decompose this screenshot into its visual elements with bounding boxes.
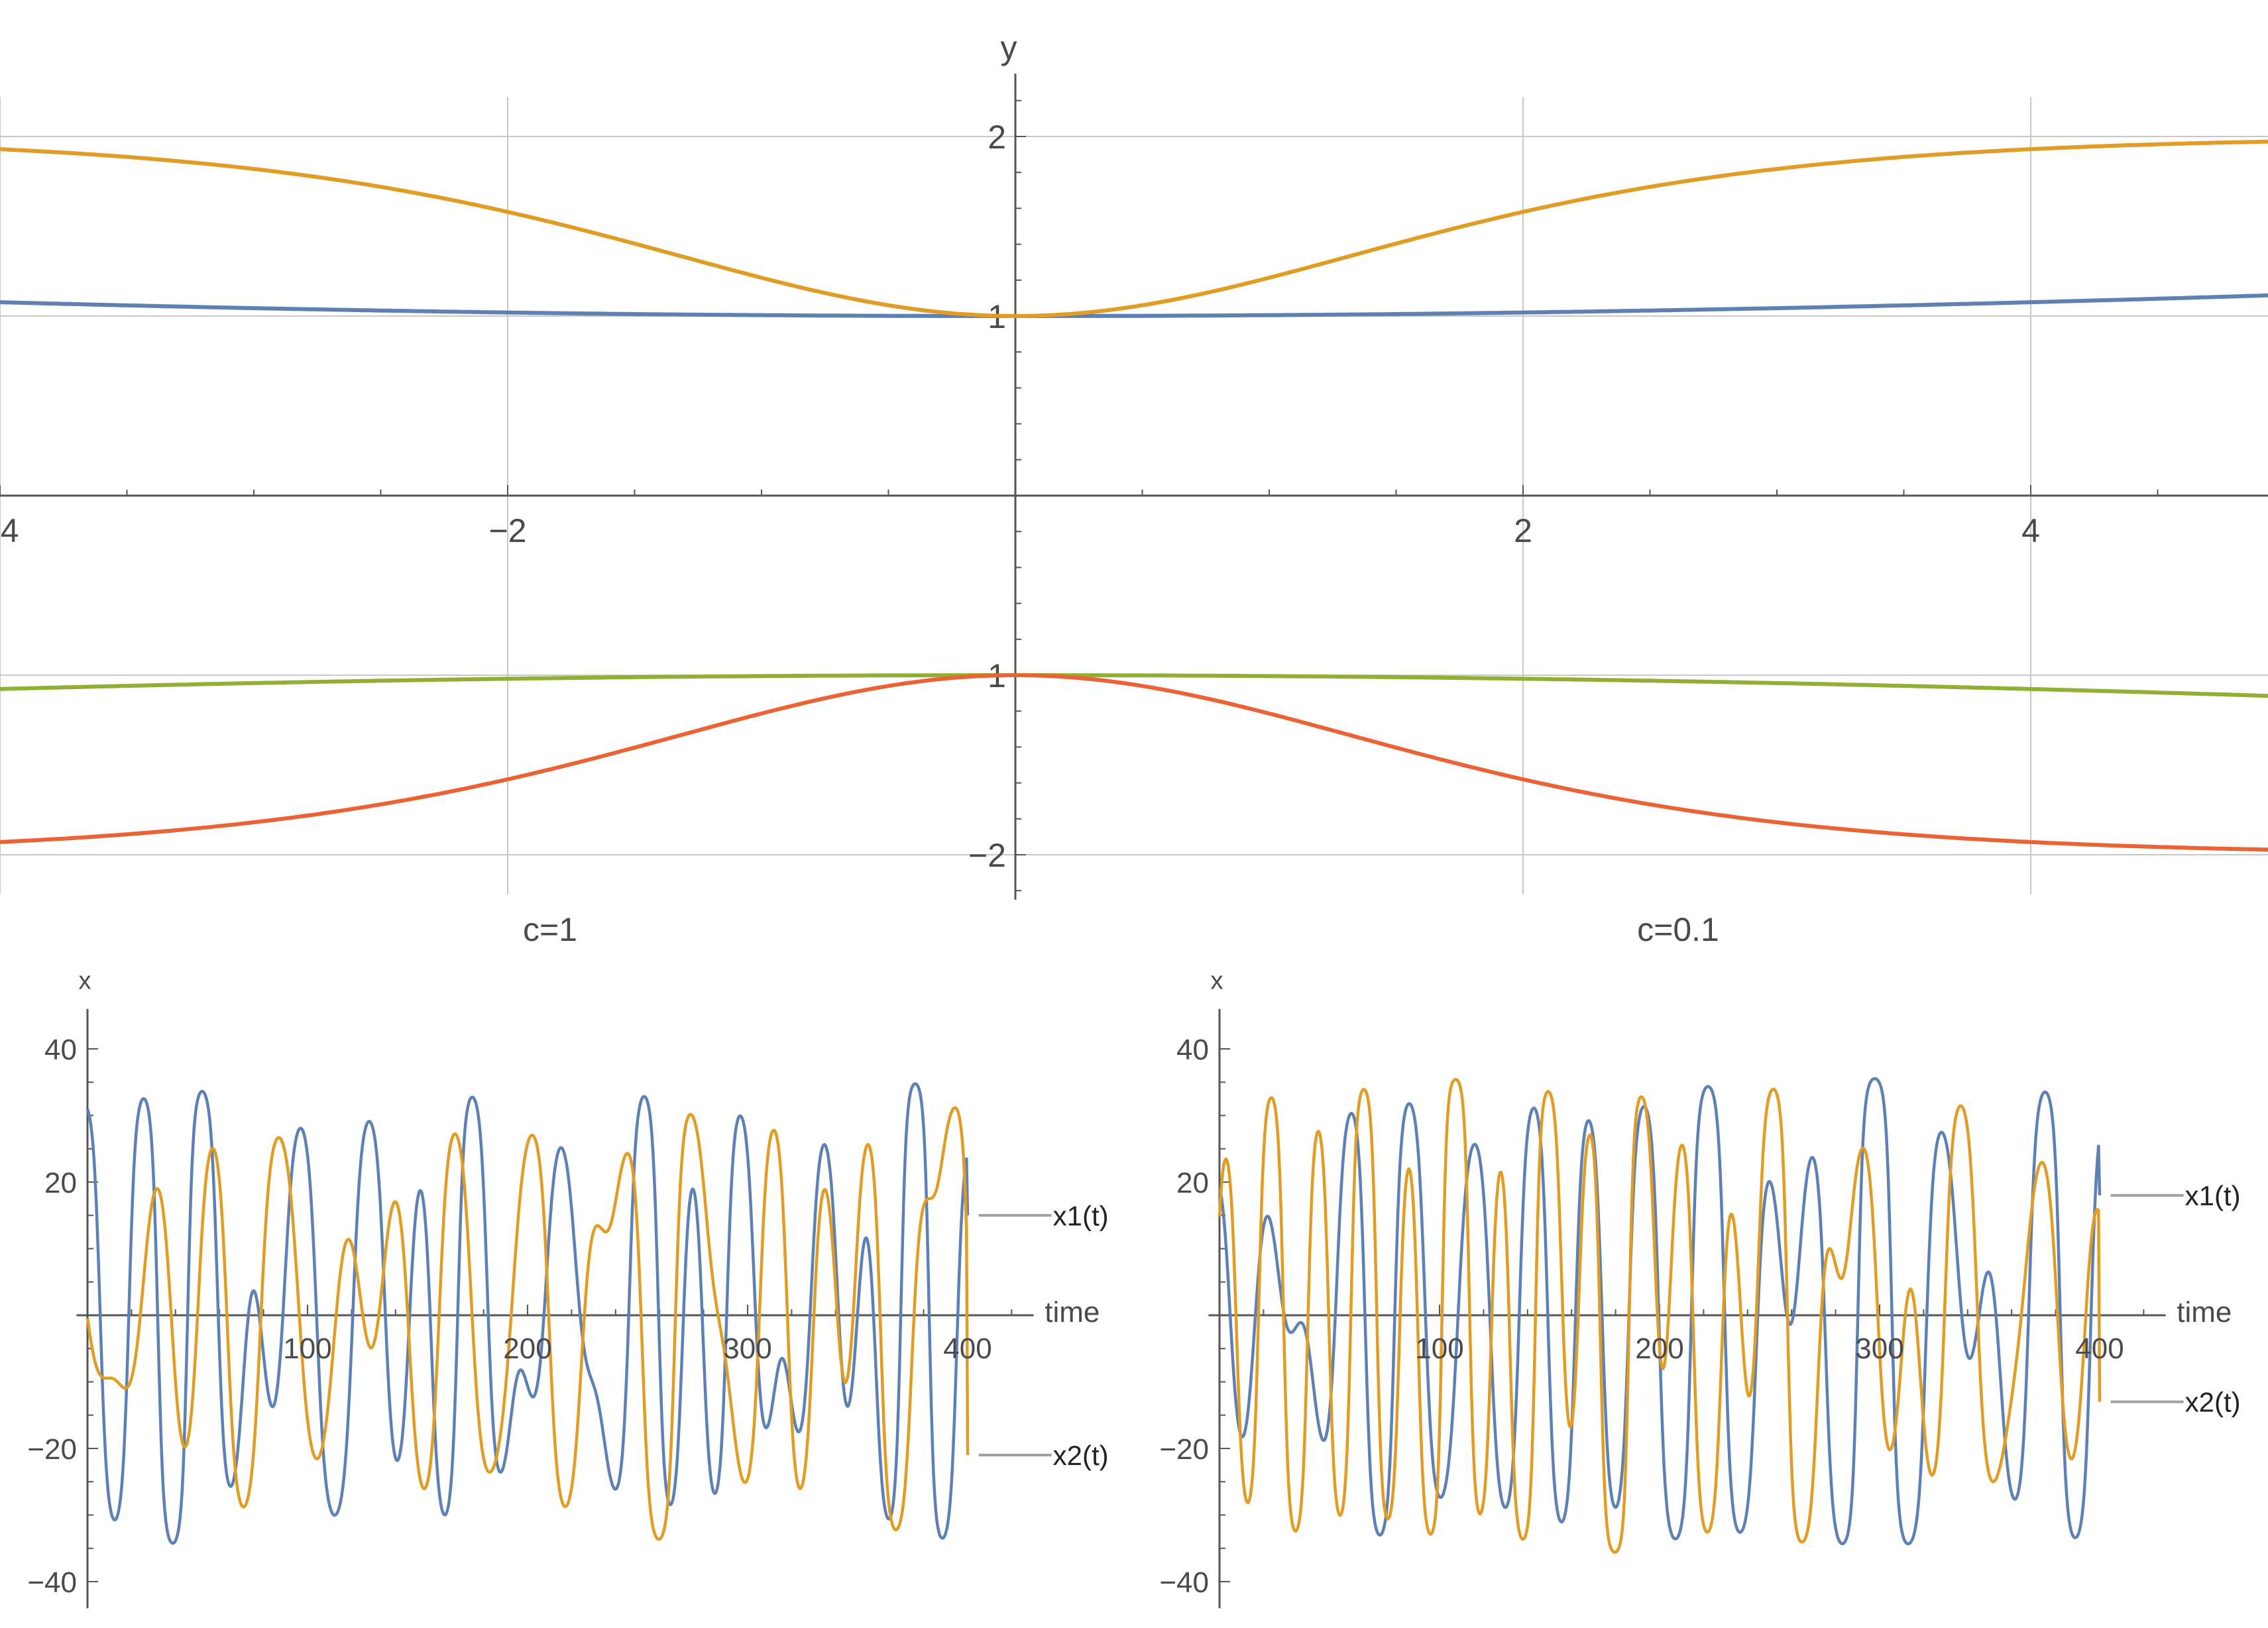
y-tick-label: −20 (27, 1433, 77, 1466)
x-tick-label: 300 (723, 1332, 771, 1365)
y-axis-label: y (1001, 29, 1017, 66)
legend-label: x1(t) (1053, 1200, 1109, 1231)
legend-bottom-label: c=1 (523, 911, 577, 948)
x-tick-label: 100 (283, 1332, 331, 1365)
series-x1(t)-line (85, 1082, 970, 1545)
x-tick-label: 100 (1415, 1332, 1463, 1365)
x-tick-label: −4 (0, 512, 19, 549)
y-tick-label: 20 (1176, 1167, 1209, 1199)
y-tick-label: 40 (1176, 1034, 1209, 1066)
y-axis-label: x (1211, 967, 1223, 995)
series-red-line (0, 673, 2268, 852)
x-axis-label: time (1045, 1296, 1100, 1329)
legend-label: x2(t) (2185, 1387, 2241, 1418)
y-tick-label: −2 (968, 837, 1006, 874)
series-orange-line (0, 139, 2268, 318)
x-tick-label: 4 (2021, 512, 2040, 549)
top-chart: −4−224−2−112xyc=1c=0.1c=1c=0.1 (0, 29, 2268, 948)
legend-label: x2(t) (1053, 1440, 1109, 1471)
y-tick-label: −40 (27, 1566, 77, 1599)
series-x2(t)-line (1218, 1077, 2102, 1554)
x-axis-label: time (2177, 1296, 2232, 1329)
legend-bottom-label: c=0.1 (1637, 911, 1719, 948)
time-chart-2: 100 200 300 400 −40 −20 20 40 time x x1(t) x2(t) (1159, 967, 2241, 1609)
y-tick-label: 2 (988, 119, 1006, 156)
y-axis-label: x (79, 967, 91, 995)
y-tick-label: −40 (1159, 1566, 1209, 1599)
x-tick-label: 2 (1514, 512, 1532, 549)
y-tick-label: 40 (44, 1034, 77, 1066)
x-tick-label: 200 (1635, 1332, 1683, 1365)
x-tick-label: 400 (943, 1332, 992, 1365)
series-x2(t)-line (85, 1106, 970, 1541)
legend-label: x1(t) (2185, 1180, 2241, 1211)
y-tick-label: 20 (44, 1167, 77, 1199)
x-tick-label: 300 (1855, 1332, 1903, 1365)
x-tick-label: −2 (488, 512, 526, 549)
y-tick-label: −20 (1159, 1433, 1209, 1466)
x-tick-label: 400 (2075, 1332, 2124, 1365)
time-chart-1: 100 200 300 400 −40 −20 20 40 time x x1(t) x2(t) (27, 967, 1109, 1609)
x-tick-label: 200 (503, 1332, 551, 1365)
